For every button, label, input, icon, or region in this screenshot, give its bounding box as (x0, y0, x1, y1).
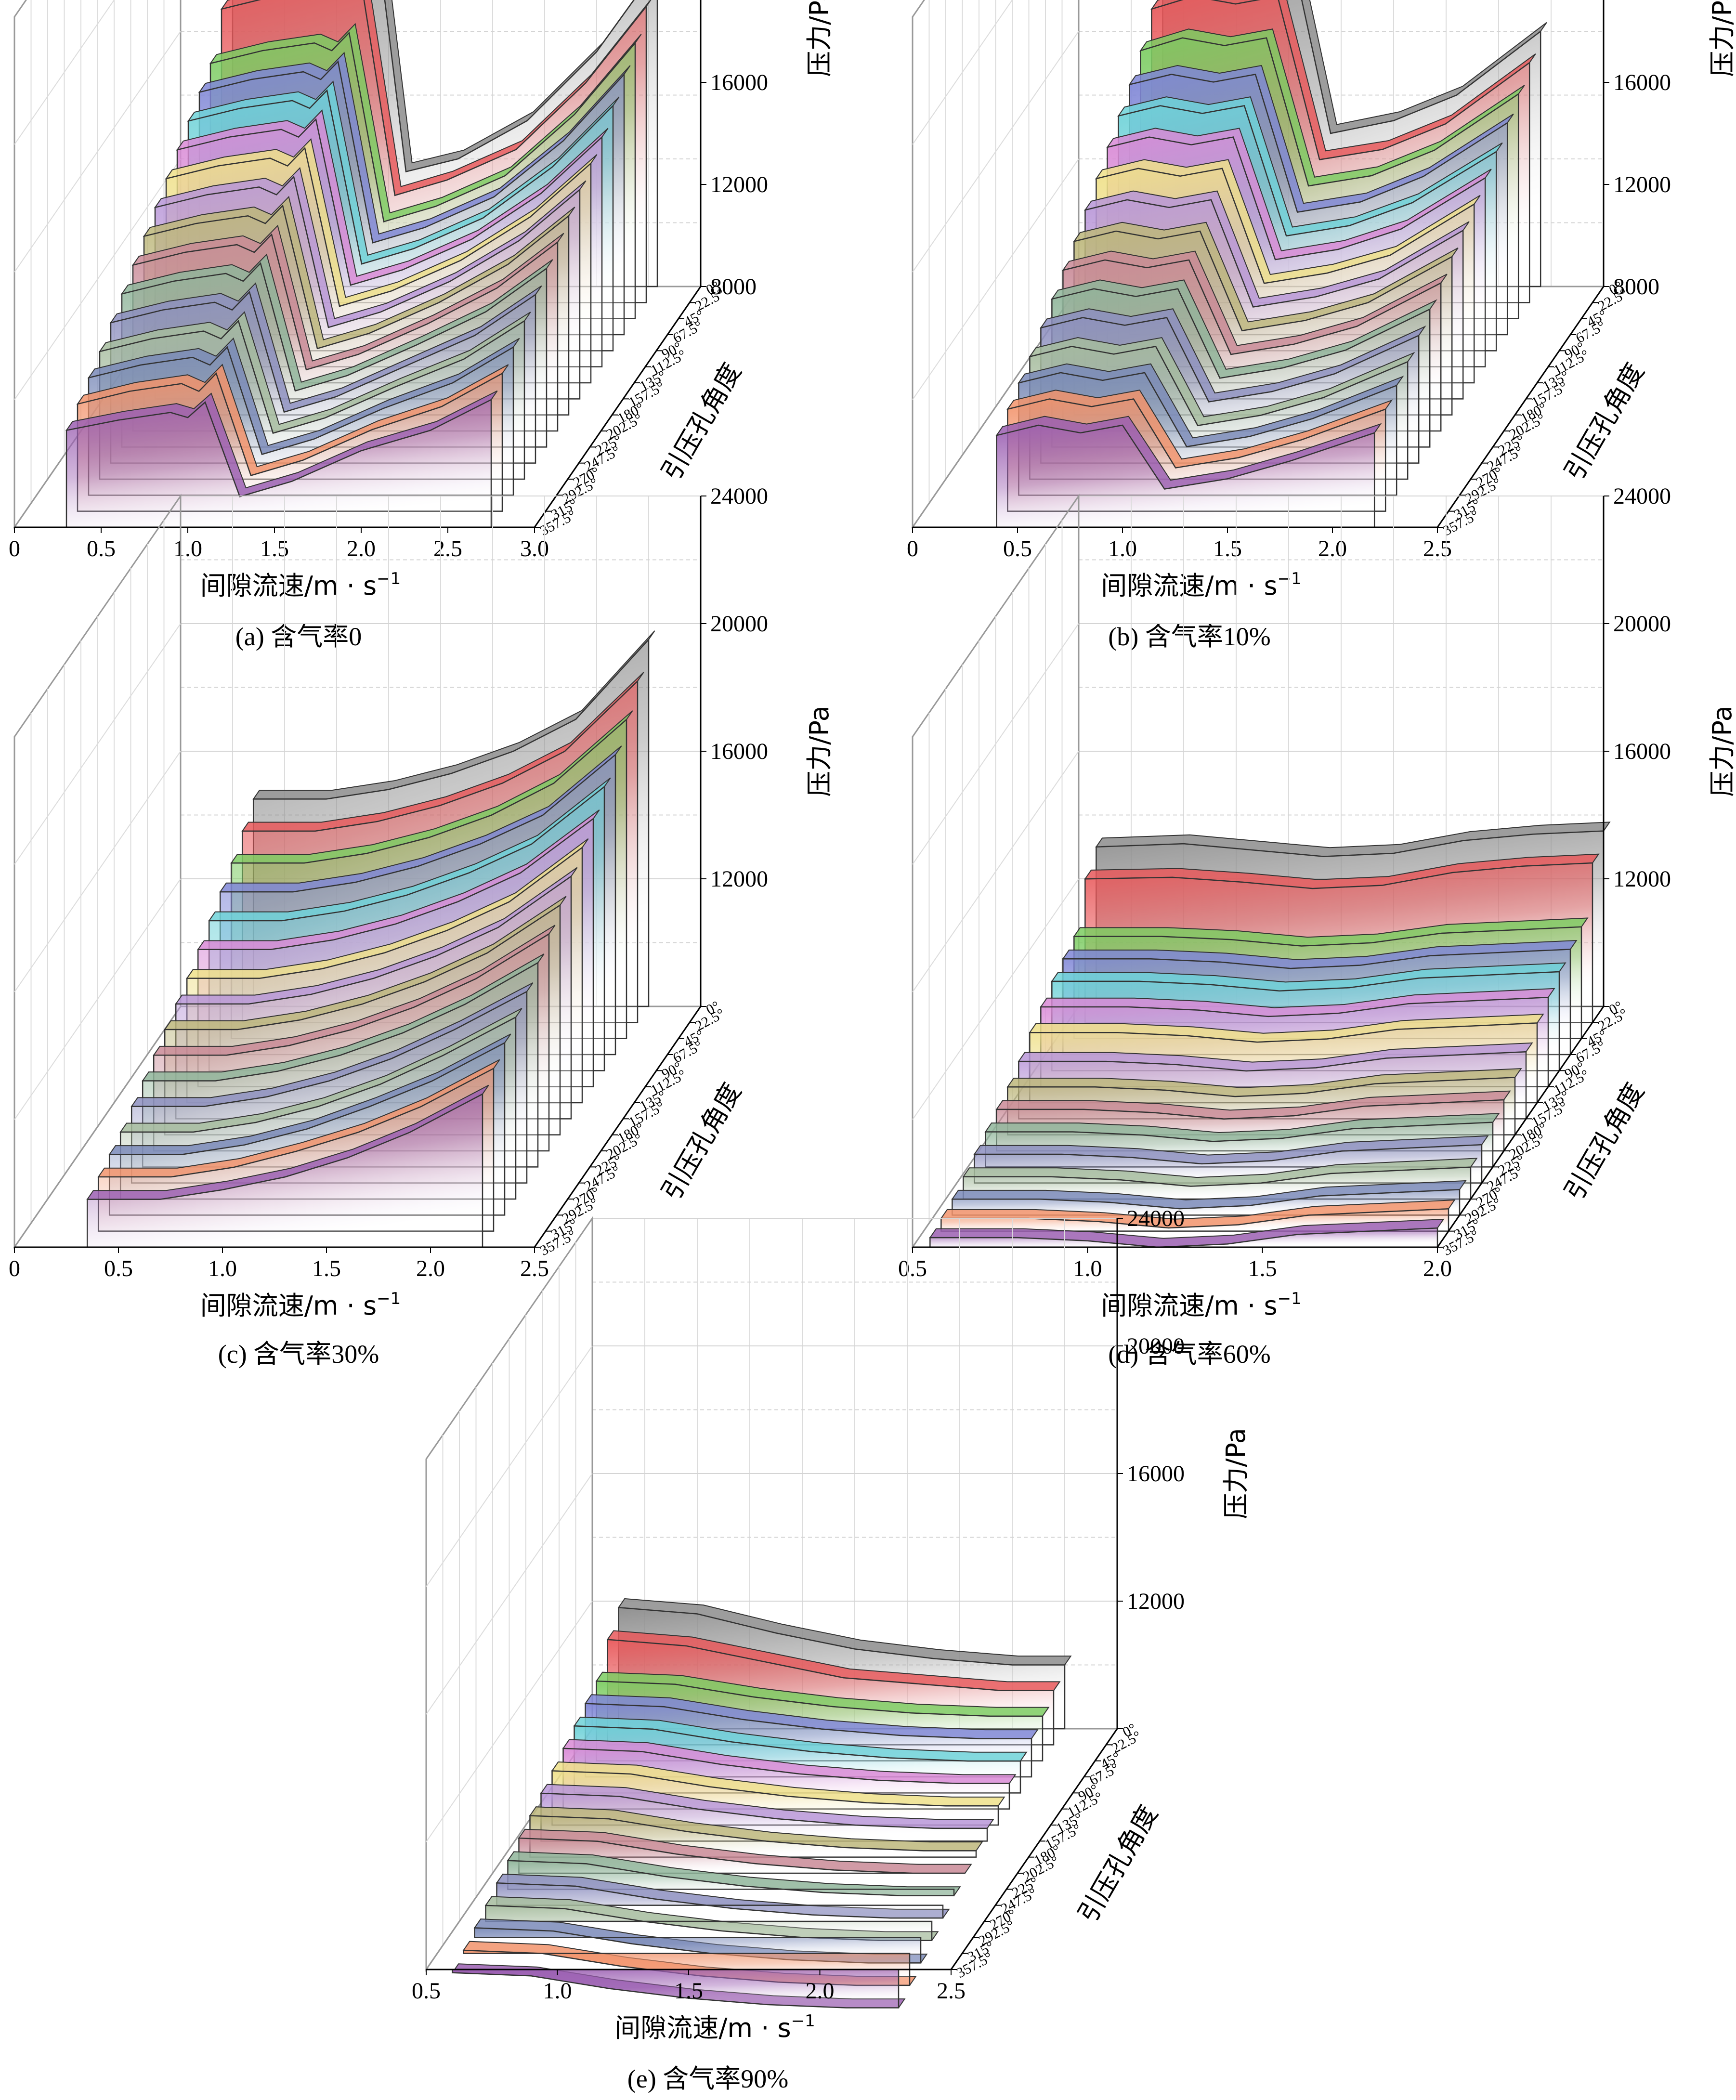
x-tick-label: 2.5 (1423, 536, 1452, 561)
y-axis-title: 压力/Pa (804, 705, 835, 796)
panel-c: 0°22.5°45°67.5°90°112.5°135°157.5°180°20… (9, 483, 835, 1369)
x-tick-label: 0.5 (87, 536, 116, 561)
y-tick-label: 20000 (1613, 611, 1671, 637)
x-tick-label: 1.0 (208, 1256, 237, 1281)
panel-d: 0°22.5°45°67.5°90°112.5°135°157.5°180°20… (898, 483, 1736, 1369)
x-axis-title-sup: −1 (377, 1289, 401, 1308)
x-tick-label: 0 (907, 536, 918, 561)
series-area (929, 1227, 1438, 1248)
y-tick-label: 16000 (710, 70, 768, 95)
panel-a: 0°22.5°45°67.5°90°112.5°135°157.5°180°20… (9, 0, 835, 651)
x-axis-title-sup: −1 (791, 2011, 815, 2031)
x-tick-label: 2.5 (433, 536, 462, 561)
depth-axis-line (534, 286, 702, 528)
y-axis-title: 压力/Pa (1707, 705, 1736, 796)
y-tick-label: 20000 (710, 611, 768, 637)
y-tick-label: 12000 (710, 172, 768, 197)
z-axis-title: 引压孔角度 (1559, 1078, 1650, 1205)
x-tick-label: 1.0 (543, 1978, 572, 2004)
y-tick-label: 16000 (1127, 1461, 1185, 1487)
x-tick-label: 1.0 (1108, 536, 1137, 561)
panel-caption: (b) 含气率10% (1108, 622, 1270, 651)
x-tick-label: 1.0 (1073, 1256, 1102, 1281)
panel-caption: (d) 含气率60% (1108, 1340, 1270, 1369)
series-area (996, 424, 1375, 528)
x-tick-label: 1.5 (674, 1978, 703, 2004)
series-area (485, 1904, 933, 1941)
y-axis-title: 压力/Pa (1221, 1428, 1251, 1519)
series-area (65, 398, 492, 528)
panel-b: 0°22.5°45°67.5°90°112.5°135°157.5°180°20… (907, 0, 1736, 651)
y-tick-label: 24000 (1613, 483, 1671, 509)
series-area (452, 1969, 900, 2009)
y-tick-label: 24000 (710, 483, 768, 509)
y-tick-label: 12000 (1127, 1589, 1185, 1614)
x-tick-label: 2.0 (416, 1256, 445, 1281)
y-tick-label: 8000 (1613, 274, 1659, 300)
series-270° (484, 1896, 939, 1941)
y-tick-label: 20000 (1127, 1333, 1185, 1359)
x-axis-title-sup: −1 (1278, 1289, 1302, 1308)
y-tick-label: 12000 (1613, 172, 1671, 197)
y-tick-label: 16000 (1613, 70, 1671, 95)
x-axis-title: 间隙流速/m · s−1 (1101, 1289, 1302, 1321)
x-tick-label: 0 (9, 1256, 20, 1281)
x-tick-label: 0.5 (412, 1978, 441, 2004)
series-357.5° (995, 416, 1382, 528)
y-tick-label: 12000 (1613, 866, 1671, 892)
x-tick-label: 1.5 (1213, 536, 1242, 561)
series-area (496, 1882, 944, 1919)
x-tick-label: 1.5 (312, 1256, 341, 1281)
series-357.5° (86, 1084, 489, 1248)
series-ribbon (384, 0, 635, 172)
y-tick-label: 16000 (710, 739, 768, 764)
x-tick-label: 2.0 (347, 536, 376, 561)
series-ribbon (1150, 0, 1536, 160)
z-axis-title: 引压孔角度 (1559, 358, 1650, 485)
x-axis-title: 间隙流速/m · s−1 (200, 569, 401, 601)
depth-axis-line (534, 1006, 702, 1248)
x-axis-title-sup: −1 (1278, 569, 1302, 588)
x-tick-label: 1.5 (1248, 1256, 1277, 1281)
y-tick-label: 24000 (1127, 1206, 1185, 1231)
y-axis-title: 压力/Pa (1707, 0, 1736, 77)
x-tick-label: 1.0 (173, 536, 202, 561)
y-tick-label: 8000 (710, 274, 757, 300)
depth-axis-line (950, 1728, 1118, 1970)
x-tick-label: 2.0 (806, 1978, 835, 2004)
z-axis-title: 引压孔角度 (1072, 1800, 1164, 1928)
x-tick-label: 2.5 (520, 1256, 549, 1281)
side-wall-grid (425, 1216, 593, 1972)
x-axis-title: 间隙流速/m · s−1 (200, 1289, 401, 1321)
x-tick-label: 0 (9, 536, 20, 561)
panel-e: 0°22.5°45°67.5°90°112.5°135°157.5°180°20… (412, 1206, 1251, 2093)
series-357.5° (929, 1218, 1445, 1248)
y-axis-title: 压力/Pa (804, 0, 835, 77)
x-tick-label: 0.5 (1003, 536, 1032, 561)
series-247.5° (496, 1873, 950, 1919)
z-axis-title: 引压孔角度 (656, 1078, 747, 1205)
x-tick-label: 2.0 (1318, 536, 1347, 561)
side-wall-grid (13, 494, 182, 1250)
depth-axis-line (1436, 286, 1605, 528)
x-tick-label: 2.0 (1423, 1256, 1452, 1281)
y-tick-label: 12000 (710, 866, 768, 892)
panel-caption: (a) 含气率0 (235, 622, 362, 651)
x-tick-label: 0.5 (104, 1256, 133, 1281)
panel-caption: (e) 含气率90% (627, 2064, 788, 2093)
side-wall-grid (912, 494, 1080, 1250)
series-ribbon (1301, 0, 1547, 134)
depth-axis-line (1436, 1006, 1605, 1248)
x-tick-label: 2.5 (937, 1978, 966, 2004)
y-tick-label: 16000 (1613, 739, 1671, 764)
panel-caption: (c) 含气率30% (218, 1340, 379, 1369)
series-357.5° (65, 390, 498, 528)
x-axis-title: 间隙流速/m · s−1 (614, 2011, 815, 2043)
series-area (86, 1093, 483, 1248)
x-tick-label: 0.5 (898, 1256, 927, 1281)
x-axis-title: 间隙流速/m · s−1 (1101, 569, 1302, 601)
z-axis-title: 引压孔角度 (656, 358, 747, 485)
series-357.5° (451, 1963, 906, 2009)
